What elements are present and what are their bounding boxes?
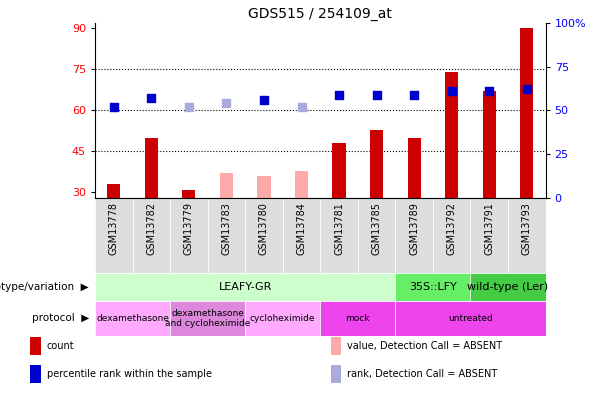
Bar <box>170 301 245 336</box>
Point <box>147 95 156 101</box>
Bar <box>132 198 170 273</box>
Text: rank, Detection Call = ABSENT: rank, Detection Call = ABSENT <box>348 369 498 379</box>
Bar <box>208 198 245 273</box>
Point <box>259 97 269 103</box>
Point <box>371 92 381 98</box>
Title: GDS515 / 254109_at: GDS515 / 254109_at <box>248 6 392 21</box>
Text: GSM13785: GSM13785 <box>371 202 382 255</box>
Bar <box>245 301 321 336</box>
Bar <box>182 190 196 198</box>
Text: GSM13791: GSM13791 <box>484 202 494 255</box>
Point <box>447 88 457 94</box>
Bar <box>95 198 132 273</box>
Point <box>484 88 494 94</box>
Text: genotype/variation  ▶: genotype/variation ▶ <box>0 282 89 292</box>
Bar <box>395 198 433 273</box>
Bar <box>220 173 233 198</box>
Bar <box>321 301 395 336</box>
Text: GSM13779: GSM13779 <box>184 202 194 255</box>
Bar <box>321 198 358 273</box>
Point <box>334 92 344 98</box>
Point <box>297 104 306 110</box>
Text: value, Detection Call = ABSENT: value, Detection Call = ABSENT <box>348 341 503 351</box>
Text: mock: mock <box>346 314 370 323</box>
Bar <box>508 198 546 273</box>
Bar <box>330 364 341 383</box>
Bar <box>358 198 395 273</box>
Text: GSM13784: GSM13784 <box>297 202 306 255</box>
Bar <box>145 138 158 198</box>
Bar <box>370 130 383 198</box>
Bar <box>395 301 546 336</box>
Bar <box>107 184 120 198</box>
Bar <box>482 91 496 198</box>
Bar <box>395 273 471 301</box>
Text: untreated: untreated <box>448 314 493 323</box>
Text: GSM13778: GSM13778 <box>109 202 119 255</box>
Bar <box>30 337 41 355</box>
Text: LEAFY-GR: LEAFY-GR <box>218 282 272 292</box>
Point <box>522 86 531 93</box>
Bar <box>330 337 341 355</box>
Bar <box>332 143 346 198</box>
Text: GSM13781: GSM13781 <box>334 202 344 255</box>
Text: percentile rank within the sample: percentile rank within the sample <box>47 369 212 379</box>
Text: GSM13783: GSM13783 <box>221 202 232 255</box>
Text: GSM13780: GSM13780 <box>259 202 269 255</box>
Bar <box>520 28 533 198</box>
Text: dexamethasone: dexamethasone <box>96 314 169 323</box>
Bar <box>445 72 459 198</box>
Bar <box>245 198 283 273</box>
Bar <box>170 198 208 273</box>
Bar <box>30 364 41 383</box>
Point <box>109 104 119 110</box>
Bar <box>257 176 270 198</box>
Point <box>409 92 419 98</box>
Bar <box>95 273 395 301</box>
Bar <box>433 198 471 273</box>
Text: GSM13789: GSM13789 <box>409 202 419 255</box>
Text: GSM13792: GSM13792 <box>447 202 457 255</box>
Bar <box>283 198 321 273</box>
Bar <box>295 171 308 198</box>
Text: count: count <box>47 341 75 351</box>
Bar <box>471 273 546 301</box>
Text: protocol  ▶: protocol ▶ <box>32 313 89 324</box>
Text: wild-type (Ler): wild-type (Ler) <box>468 282 549 292</box>
Text: 35S::LFY: 35S::LFY <box>409 282 457 292</box>
Text: GSM13793: GSM13793 <box>522 202 532 255</box>
Bar <box>408 138 421 198</box>
Bar <box>95 301 170 336</box>
Text: GSM13782: GSM13782 <box>147 202 156 255</box>
Text: cycloheximide: cycloheximide <box>250 314 316 323</box>
Point <box>184 104 194 110</box>
Point <box>221 100 231 107</box>
Text: dexamethasone
and cycloheximide: dexamethasone and cycloheximide <box>165 309 250 328</box>
Bar <box>471 198 508 273</box>
